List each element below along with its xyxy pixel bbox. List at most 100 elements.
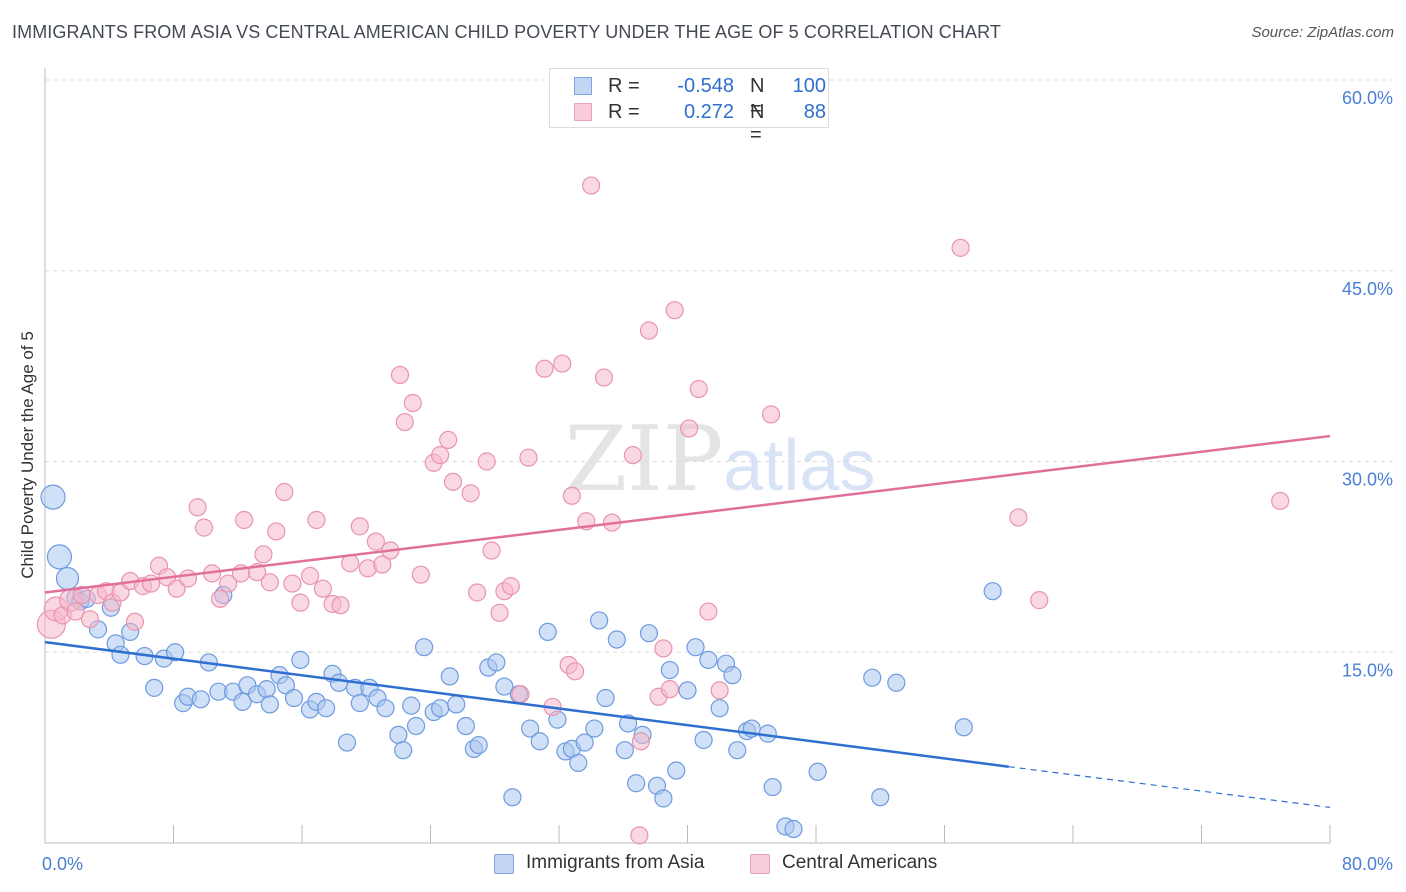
tick-labels: 15.0% 30.0% 45.0% 60.0% 0.0% 80.0% <box>42 88 1393 874</box>
data-point <box>951 238 970 257</box>
data-point <box>983 582 1002 601</box>
n-label: N = <box>750 75 765 120</box>
data-point <box>1009 508 1028 527</box>
x-tick-label: 0.0% <box>42 854 83 874</box>
data-point <box>440 667 459 686</box>
data-point <box>403 393 422 413</box>
data-point <box>519 448 538 467</box>
data-point <box>582 176 601 195</box>
data-point <box>291 593 310 612</box>
data-point <box>686 638 705 657</box>
data-point <box>402 696 421 715</box>
data-point <box>210 589 230 608</box>
data-point <box>623 446 642 465</box>
series-central-americans <box>36 176 1290 845</box>
data-point <box>66 602 85 621</box>
r-value: -0.548 <box>677 75 734 97</box>
data-point <box>188 498 207 517</box>
data-point <box>654 639 673 658</box>
data-point <box>565 662 585 681</box>
data-point <box>553 354 572 373</box>
data-point <box>366 532 385 551</box>
data-point <box>469 735 488 755</box>
data-point <box>267 522 286 541</box>
data-point <box>257 680 276 699</box>
data-point <box>495 677 514 696</box>
trend-line-asia <box>44 640 1009 768</box>
data-point <box>125 612 145 631</box>
data-point <box>145 678 164 697</box>
data-point <box>316 699 336 718</box>
data-point <box>219 574 238 593</box>
data-point <box>538 622 557 642</box>
data-point <box>639 624 659 643</box>
axes <box>44 68 1331 844</box>
legend-label: Immigrants from Asia <box>526 852 705 873</box>
data-point <box>871 788 890 807</box>
x-tick-label: 80.0% <box>1342 854 1393 874</box>
data-point <box>411 565 430 584</box>
legend-swatch-pink <box>574 103 592 121</box>
data-point <box>585 719 604 738</box>
data-point <box>350 694 369 713</box>
y-tick-label: 30.0% <box>1342 470 1393 490</box>
data-point <box>511 685 530 704</box>
data-point <box>763 777 782 797</box>
data-point <box>569 753 588 772</box>
data-point <box>394 741 413 760</box>
data-point <box>337 733 357 752</box>
data-point <box>1271 491 1290 511</box>
series-immigrants-from-asia <box>40 484 1002 839</box>
data-point <box>194 518 214 537</box>
data-point <box>784 819 803 839</box>
data-point <box>490 603 509 622</box>
data-point <box>626 774 646 793</box>
data-point <box>562 486 581 505</box>
legend-swatch-blue <box>494 854 514 874</box>
data-point <box>808 762 827 781</box>
data-point <box>80 610 100 629</box>
grid-lines <box>45 79 1395 653</box>
data-point <box>954 718 973 737</box>
data-point <box>329 673 349 692</box>
data-point <box>191 690 210 709</box>
data-point <box>313 579 332 598</box>
data-point <box>689 379 708 399</box>
data-point <box>482 541 501 560</box>
data-point <box>40 484 66 510</box>
data-point <box>761 405 781 424</box>
data-point <box>443 472 463 491</box>
chart-title: IMMIGRANTS FROM ASIA VS CENTRAL AMERICAN… <box>12 22 1001 42</box>
data-point <box>467 583 487 602</box>
data-point <box>590 611 609 630</box>
n-value: 88 <box>803 101 826 123</box>
data-point <box>414 638 434 657</box>
data-point <box>535 359 554 378</box>
data-point <box>631 732 651 751</box>
data-point <box>431 699 450 718</box>
data-point <box>503 788 522 807</box>
data-point <box>111 645 130 664</box>
trend-lines <box>44 434 1331 808</box>
y-tick-label: 45.0% <box>1342 279 1393 299</box>
data-point <box>487 653 506 672</box>
data-point <box>615 741 634 760</box>
data-point <box>406 716 426 736</box>
data-point <box>166 643 185 662</box>
watermark-atlas: atlas <box>723 426 875 506</box>
data-point <box>863 668 882 687</box>
data-point <box>447 695 466 714</box>
data-point <box>260 573 279 592</box>
data-point <box>1030 591 1049 610</box>
data-point <box>431 446 450 465</box>
data-point <box>575 733 594 752</box>
data-point <box>461 484 480 503</box>
data-point <box>373 555 392 574</box>
data-point <box>284 688 304 708</box>
data-point <box>376 699 395 718</box>
data-point <box>389 725 408 745</box>
trend-line-asia-projection <box>1008 766 1331 808</box>
watermark-zip: ZIP <box>565 407 724 512</box>
data-point <box>607 630 626 649</box>
